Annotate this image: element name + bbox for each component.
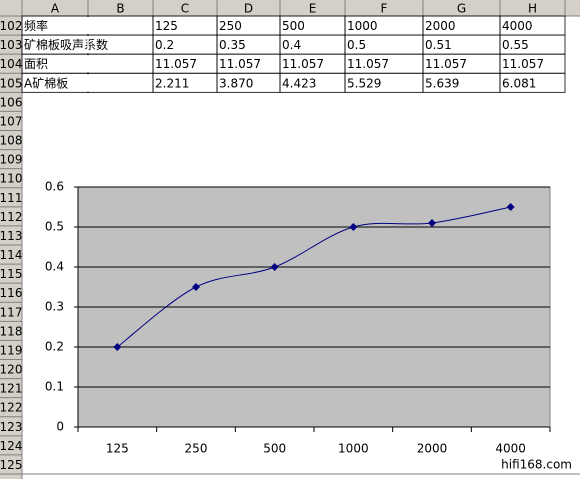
y-tick-label: 0.2 <box>45 340 64 354</box>
row-header[interactable]: 106 <box>0 95 22 109</box>
row-header[interactable]: 111 <box>0 191 22 205</box>
cell-text: 11.057 <box>425 57 467 71</box>
row-header[interactable]: 123 <box>0 420 22 434</box>
cell-text: 3.870 <box>219 76 253 90</box>
watermark: hifi168.com <box>501 458 572 472</box>
row-header[interactable]: 124 <box>0 439 22 453</box>
cell-text: 250 <box>219 19 242 33</box>
row-header[interactable]: 107 <box>0 114 22 128</box>
column-header[interactable]: H <box>528 2 537 16</box>
x-tick-label: 125 <box>106 442 129 456</box>
x-tick-label: 2000 <box>417 442 448 456</box>
marker <box>428 219 436 227</box>
row-header[interactable]: 109 <box>0 153 22 167</box>
cell-text: 11.057 <box>502 57 544 71</box>
cell-text: 0.2 <box>155 38 174 52</box>
column-header[interactable]: F <box>381 2 388 16</box>
column-header[interactable]: A <box>51 2 60 16</box>
row-header[interactable]: 121 <box>0 382 22 396</box>
x-tick-label: 250 <box>185 442 208 456</box>
cell-text: 11.057 <box>155 57 197 71</box>
y-tick-label: 0.6 <box>45 180 64 194</box>
cell-text: 0.4 <box>282 38 301 52</box>
cell-text: 矿棉板吸声系数 <box>24 37 108 52</box>
cell-text: 11.057 <box>219 57 261 71</box>
row-header[interactable]: 119 <box>0 343 22 357</box>
row-header[interactable]: 116 <box>0 286 22 300</box>
y-tick-label: 0.3 <box>45 300 64 314</box>
x-tick-label: 4000 <box>495 442 526 456</box>
y-tick-label: 0.5 <box>45 220 64 234</box>
row-header[interactable]: 108 <box>0 134 22 148</box>
row-header[interactable]: 118 <box>0 324 22 338</box>
cell-text: 11.057 <box>282 57 324 71</box>
column-header-bar <box>0 0 580 16</box>
cell-text: 6.081 <box>502 76 536 90</box>
cell-text: 0.5 <box>347 38 366 52</box>
cell-text: 面积 <box>24 57 48 71</box>
cell-text: 频率 <box>24 18 48 33</box>
row-header[interactable]: 102 <box>0 19 22 33</box>
x-tick-label: 500 <box>263 442 286 456</box>
marker <box>349 223 358 231</box>
row-header[interactable]: 115 <box>0 267 22 281</box>
row-header[interactable]: 103 <box>0 38 22 52</box>
cell-text: 0.51 <box>425 38 452 52</box>
row-header[interactable]: 104 <box>0 57 22 71</box>
column-header[interactable]: D <box>244 2 253 16</box>
marker <box>506 203 515 211</box>
cell-text: 11.057 <box>347 57 389 71</box>
cell-text: 125 <box>155 19 178 33</box>
column-header[interactable]: G <box>457 2 466 16</box>
cell-text: 0.35 <box>219 38 246 52</box>
x-tick-label: 1000 <box>338 442 369 456</box>
cell-text: 2.211 <box>155 76 189 90</box>
row-header[interactable]: 110 <box>0 172 22 186</box>
y-tick-label: 0.1 <box>45 380 64 394</box>
row-header[interactable]: 114 <box>0 248 22 262</box>
row-header[interactable]: 122 <box>0 401 22 415</box>
cell-text: 4.423 <box>282 76 316 90</box>
cell-text: 5.529 <box>347 76 381 90</box>
column-header[interactable]: C <box>181 2 189 16</box>
marker <box>113 343 122 351</box>
column-header[interactable]: B <box>116 2 124 16</box>
y-tick-label: 0.4 <box>45 260 64 274</box>
marker <box>270 263 279 271</box>
row-header[interactable]: 112 <box>0 210 22 224</box>
cell-text: 5.639 <box>425 76 459 90</box>
row-header[interactable]: 117 <box>0 305 22 319</box>
cell-text: 500 <box>282 19 305 33</box>
row-header[interactable]: 113 <box>0 229 22 243</box>
marker <box>192 283 200 291</box>
cell-text: 2000 <box>425 19 456 33</box>
row-header[interactable]: 120 <box>0 363 22 377</box>
column-header[interactable]: E <box>309 2 317 16</box>
cell-text: 4000 <box>502 19 533 33</box>
row-header[interactable]: 105 <box>0 76 22 90</box>
y-tick-label: 0 <box>56 420 64 434</box>
cell[interactable] <box>499 72 566 93</box>
cell-text: 0.55 <box>502 38 529 52</box>
cell-text: A矿棉板 <box>24 76 68 90</box>
row-header[interactable]: 125 <box>0 458 22 472</box>
cell-text: 1000 <box>347 19 378 33</box>
